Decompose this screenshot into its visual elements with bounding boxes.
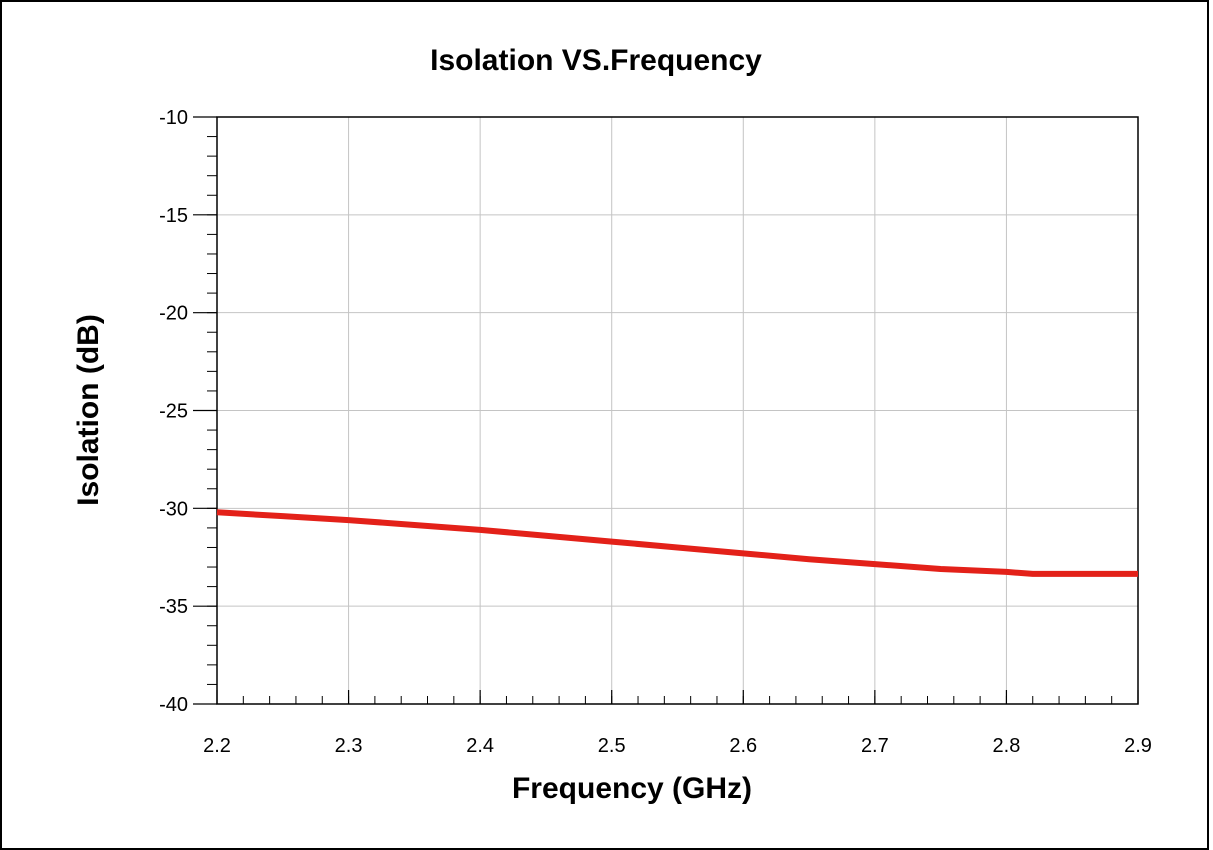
- x-tick-label: 2.4: [466, 735, 494, 757]
- y-tick-label: -25: [159, 401, 188, 423]
- x-tick-label: 2.8: [993, 735, 1021, 757]
- y-tick-label: -40: [159, 694, 188, 716]
- plot-area-border: [216, 116, 1139, 705]
- y-tick-label: -15: [159, 205, 188, 227]
- x-axis-label: Frequency (GHz): [512, 772, 752, 805]
- y-axis-label: Isolation (dB): [72, 314, 105, 506]
- series-layer: [216, 509, 1138, 577]
- x-tick-label: 2.2: [203, 735, 231, 757]
- x-tick-label: 2.6: [729, 735, 757, 757]
- x-tick-label: 2.5: [598, 735, 626, 757]
- y-tick-label: -30: [159, 498, 188, 520]
- x-tick-label: 2.9: [1124, 735, 1152, 757]
- isolation-chart: Isolation VS.Frequency 2.2 2.3 2.4 2.5 2.6 2.…: [72, 44, 1152, 805]
- grid: [217, 117, 1138, 704]
- y-tick-label: -35: [159, 596, 188, 618]
- y-tick-label: -10: [159, 107, 188, 129]
- y-tick-labels: -10 -15 -20 -25 -30 -35 -40: [159, 107, 188, 716]
- y-tick-label: -20: [159, 303, 188, 325]
- x-tick-label: 2.3: [335, 735, 363, 757]
- x-tick-labels: 2.2 2.3 2.4 2.5 2.6 2.7 2.8 2.9: [203, 735, 1152, 757]
- x-tick-label: 2.7: [861, 735, 889, 757]
- series-line-isolation: [216, 509, 1138, 577]
- chart-title: Isolation VS.Frequency: [430, 44, 762, 77]
